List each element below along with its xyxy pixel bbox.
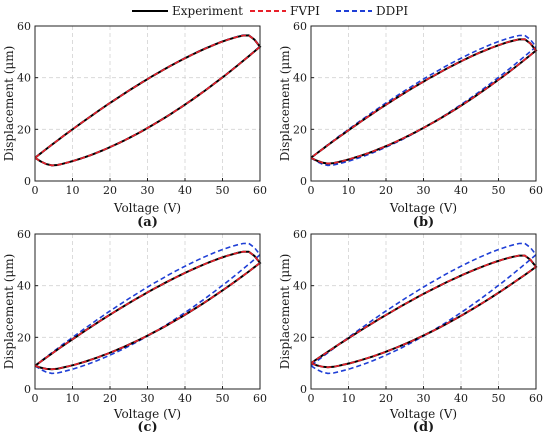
legend-label-fvpi: FVPI — [290, 4, 320, 18]
panel-c-xtick-label-10: 10 — [66, 392, 80, 405]
panel-b-xtick-label-30: 30 — [417, 184, 431, 197]
panel-a-xtick-label-10: 10 — [66, 184, 80, 197]
panel-a-series-fvpi — [34, 34, 262, 167]
panel-a-label: (a) — [137, 215, 158, 230]
panel-b-ytick-label-40: 40 — [293, 72, 307, 85]
panel-a-ytick-label-20: 20 — [17, 123, 31, 136]
legend: Experiment FVPI DDPI — [132, 4, 408, 18]
panel-d-xtick-label-20: 20 — [379, 392, 393, 405]
panel-d-ylabel: Displacement (μm) — [278, 254, 292, 370]
panel-a-xtick-label-20: 20 — [103, 184, 117, 197]
panel-d-xlabel: Voltage (V) — [389, 407, 457, 421]
panel-a-xtick-label-30: 30 — [141, 184, 155, 197]
panel-b-ytick-label-20: 20 — [293, 123, 307, 136]
panel-d-series-ddpi — [310, 242, 538, 375]
panel-b-xlabel: Voltage (V) — [389, 201, 457, 215]
panel-a-ytick-label-0: 0 — [24, 175, 31, 188]
panel-c-label: (c) — [137, 420, 157, 432]
panel-d-xtick-label-30: 30 — [417, 392, 431, 405]
panel-d-xtick-label-60: 60 — [529, 392, 543, 405]
panel-c-xtick-label-50: 50 — [216, 392, 230, 405]
panel-b-xtick-label-40: 40 — [454, 184, 468, 197]
panel-c-xlabel: Voltage (V) — [113, 407, 181, 421]
panel-c-ytick-label-60: 60 — [17, 228, 31, 241]
panel-c: 0 10 20 30 40 50 60 0 20 40 60 Voltage (V) Displac… — [2, 228, 267, 432]
panel-b-xtick-label-0: 0 — [308, 184, 315, 197]
panel-a-xtick-label-40: 40 — [178, 184, 192, 197]
legend-label-experiment: Experiment — [172, 4, 243, 18]
panel-d-xtick-label-0: 0 — [308, 392, 315, 405]
panel-d-xtick-label-50: 50 — [492, 392, 506, 405]
panel-b-xtick-label-10: 10 — [342, 184, 356, 197]
panel-b-xtick-label-60: 60 — [529, 184, 543, 197]
panel-d-ytick-label-20: 20 — [293, 331, 307, 344]
panel-d-label: (d) — [413, 420, 434, 432]
panel-a-xtick-label-50: 50 — [216, 184, 230, 197]
panel-d-ytick-label-0: 0 — [300, 383, 307, 396]
panel-c-xtick-label-0: 0 — [32, 392, 39, 405]
panel-b-xtick-label-50: 50 — [492, 184, 506, 197]
panel-b-ytick-label-60: 60 — [293, 20, 307, 33]
panel-d-ytick-label-40: 40 — [293, 280, 307, 293]
panel-c-xtick-label-40: 40 — [178, 392, 192, 405]
panel-d-xtick-label-40: 40 — [454, 392, 468, 405]
panel-a-ytick-label-40: 40 — [17, 72, 31, 85]
panel-b-series-ddpi — [310, 34, 538, 167]
panel-c-ytick-label-20: 20 — [17, 331, 31, 344]
panel-b-label: (b) — [413, 215, 434, 230]
panel-c-xtick-label-30: 30 — [141, 392, 155, 405]
panel-b-xtick-label-20: 20 — [379, 184, 393, 197]
panel-a: 0 10 20 30 40 50 60 0 20 40 60 Voltage (V) Displac… — [2, 20, 267, 230]
panel-c-ylabel: Displacement (μm) — [2, 254, 16, 370]
panel-d-xtick-label-10: 10 — [342, 392, 356, 405]
panel-c-series-ddpi — [34, 242, 262, 375]
panel-b-ytick-label-0: 0 — [300, 175, 307, 188]
panel-c-ytick-label-0: 0 — [24, 383, 31, 396]
panel-a-xlabel: Voltage (V) — [113, 201, 181, 215]
panel-a-ytick-label-60: 60 — [17, 20, 31, 33]
panel-c-xtick-label-60: 60 — [253, 392, 267, 405]
panel-b-ylabel: Displacement (μm) — [278, 46, 292, 162]
panel-b: 0 10 20 30 40 50 60 0 20 40 60 Voltage (V) Displac… — [278, 20, 543, 230]
panel-a-ylabel: Displacement (μm) — [2, 46, 16, 162]
panel-c-ytick-label-40: 40 — [17, 280, 31, 293]
panel-d-ytick-label-60: 60 — [293, 228, 307, 241]
panel-a-xtick-label-60: 60 — [253, 184, 267, 197]
panel-d: 0 10 20 30 40 50 60 0 20 40 60 Voltage (V) Displac… — [278, 228, 543, 432]
legend-label-ddpi: DDPI — [376, 4, 408, 18]
panel-a-xtick-label-0: 0 — [32, 184, 39, 197]
panel-c-xtick-label-20: 20 — [103, 392, 117, 405]
